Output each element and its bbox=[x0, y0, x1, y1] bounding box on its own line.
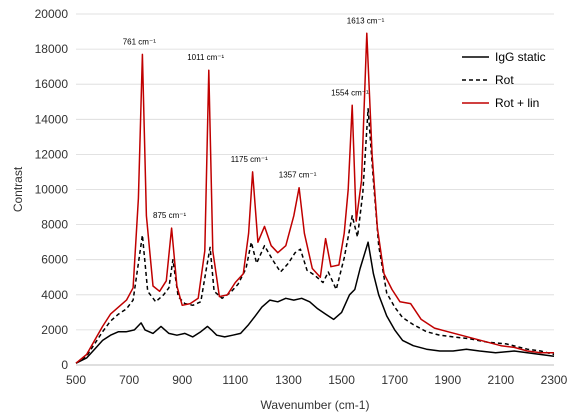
y-tick-label: 10000 bbox=[35, 183, 69, 197]
peak-annotations: 761 cm⁻¹ 875 cm⁻¹ 1011 cm⁻¹ 1175 cm⁻¹ 1357 c… bbox=[123, 16, 385, 220]
series-line-rot bbox=[75, 108, 555, 364]
peak-label: 1554 cm⁻¹ bbox=[331, 88, 369, 97]
legend-label: IgG static bbox=[495, 50, 546, 64]
x-axis-title: Wavenumber (cm-1) bbox=[261, 398, 370, 412]
y-tick-label: 18000 bbox=[35, 42, 69, 56]
y-tick-label: 12000 bbox=[35, 147, 69, 161]
legend-label: Rot + lin bbox=[495, 96, 539, 110]
legend-label: Rot bbox=[495, 73, 514, 87]
x-tick-label: 2300 bbox=[541, 373, 568, 387]
gridlines bbox=[76, 13, 554, 366]
x-tick-label: 1300 bbox=[275, 373, 302, 387]
x-tick-label: 1500 bbox=[328, 373, 355, 387]
series-lines bbox=[75, 32, 555, 364]
y-tick-label: 0 bbox=[61, 358, 68, 372]
x-tick-label: 1900 bbox=[434, 373, 461, 387]
x-tick-label: 1700 bbox=[381, 373, 408, 387]
peak-label: 1357 cm⁻¹ bbox=[279, 171, 317, 180]
peak-label: 875 cm⁻¹ bbox=[153, 211, 186, 220]
peak-label: 1175 cm⁻¹ bbox=[231, 155, 268, 164]
x-tick-label: 2100 bbox=[488, 373, 515, 387]
y-tick-label: 8000 bbox=[41, 218, 68, 232]
y-tick-label: 6000 bbox=[41, 253, 68, 267]
peak-label: 1613 cm⁻¹ bbox=[347, 16, 385, 25]
x-tick-label: 700 bbox=[119, 373, 139, 387]
axes: 0 2000 4000 6000 8000 10000 12000 14000 16000 180… bbox=[11, 7, 568, 412]
y-axis-title: Contrast bbox=[11, 166, 25, 212]
series-line-igg-static bbox=[75, 241, 555, 364]
y-tick-label: 2000 bbox=[41, 323, 68, 337]
series-line-rot-lin bbox=[75, 32, 554, 364]
x-tick-label: 1100 bbox=[222, 373, 248, 387]
legend: IgG static Rot Rot + lin bbox=[462, 50, 546, 110]
peak-label: 1011 cm⁻¹ bbox=[187, 53, 224, 62]
x-tick-label: 900 bbox=[172, 373, 192, 387]
y-tick-label: 14000 bbox=[35, 112, 69, 126]
y-tick-label: 16000 bbox=[35, 77, 69, 91]
peak-label: 761 cm⁻¹ bbox=[123, 37, 156, 46]
x-tick-label: 500 bbox=[66, 373, 86, 387]
y-tick-label: 4000 bbox=[41, 288, 68, 302]
y-tick-label: 20000 bbox=[35, 7, 69, 21]
